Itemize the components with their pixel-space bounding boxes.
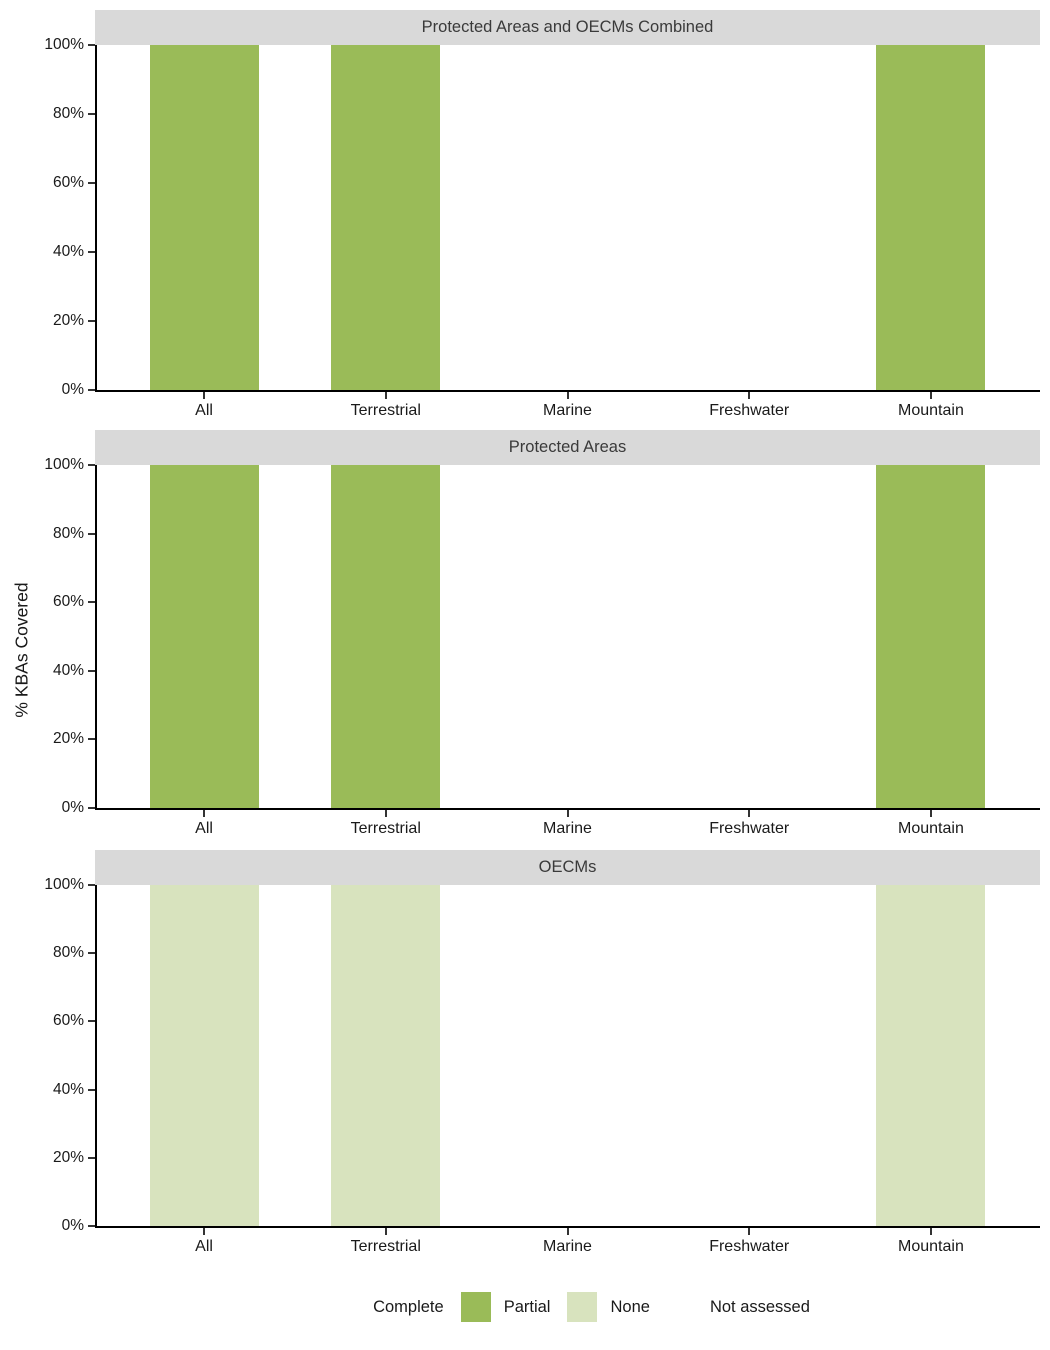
y-tick-mark	[88, 669, 95, 672]
legend-swatch	[567, 1292, 598, 1322]
y-tick-label: 20%	[52, 312, 84, 329]
y-tick-label: 80%	[52, 524, 84, 542]
y-tick-mark	[88, 389, 95, 391]
x-tick-mark	[384, 1228, 387, 1235]
legend-item: None	[567, 1292, 650, 1322]
x-tick-mark	[748, 810, 751, 817]
x-tick-label: Freshwater	[709, 1238, 790, 1255]
bar-mountain	[876, 885, 986, 1226]
legend-item: Complete	[330, 1292, 444, 1322]
bar-mountain	[876, 465, 986, 808]
y-tick-mark	[88, 182, 95, 184]
x-tick-label: Terrestrial	[350, 820, 421, 837]
facet-strip: Protected Areas	[95, 430, 1040, 465]
bar-all	[149, 45, 259, 390]
y-tick-label: 20%	[52, 730, 84, 748]
bar-terrestrial	[331, 45, 441, 390]
x-tick-mark	[929, 392, 932, 399]
bar-all	[149, 885, 259, 1226]
y-tick-label: 20%	[52, 1148, 84, 1166]
y-tick-label: 100%	[44, 876, 84, 893]
legend: Complete Partial None Not assessed	[90, 1292, 1050, 1322]
x-tick-mark	[748, 1228, 751, 1235]
x-tick-mark	[384, 810, 387, 817]
facet-strip: OECMs	[95, 850, 1040, 885]
facet-strip-title: Protected Areas and OECMs Combined	[421, 18, 714, 37]
x-tick-label: All	[195, 1238, 213, 1255]
x-tick-mark	[566, 392, 569, 399]
x-tick-label: Marine	[543, 820, 592, 837]
legend-swatch	[667, 1292, 697, 1322]
y-tick-mark	[88, 738, 95, 741]
x-tick-mark	[748, 392, 751, 399]
x-tick-mark	[929, 810, 932, 817]
legend-swatch	[460, 1292, 491, 1322]
y-tick-label: 60%	[52, 593, 84, 611]
y-tick-label: 60%	[52, 1012, 84, 1030]
x-tick-label: Mountain	[898, 1238, 964, 1255]
y-tick-mark	[88, 464, 95, 466]
legend-label: None	[610, 1297, 650, 1316]
y-tick-mark	[88, 1020, 95, 1023]
y-tick-mark	[88, 884, 95, 886]
x-tick-mark	[203, 1228, 206, 1235]
x-tick-mark	[566, 810, 569, 817]
y-tick-label: 0%	[61, 381, 84, 398]
y-tick-mark	[88, 320, 95, 322]
facet-strip-title: OECMs	[538, 858, 597, 877]
plot-panel	[95, 45, 1040, 392]
x-tick-mark	[203, 392, 206, 399]
x-tick-label: Mountain	[898, 820, 964, 837]
legend-item: Partial	[460, 1292, 551, 1322]
x-tick-mark	[929, 1228, 932, 1235]
x-tick-label: Freshwater	[709, 402, 790, 419]
legend-label: Not assessed	[709, 1297, 810, 1316]
bar-all	[149, 465, 259, 808]
x-tick-label: Mountain	[898, 402, 964, 419]
y-tick-label: 40%	[52, 243, 84, 260]
y-tick-mark	[88, 807, 95, 809]
facet-strip-title: Protected Areas	[508, 438, 627, 457]
x-tick-label: Marine	[543, 402, 592, 419]
facet-strip: Protected Areas and OECMs Combined	[95, 10, 1040, 45]
bar-terrestrial	[331, 465, 441, 808]
y-tick-label: 40%	[52, 1080, 84, 1098]
x-tick-label: Marine	[543, 1238, 592, 1255]
y-tick-mark	[88, 952, 95, 955]
y-tick-label: 100%	[44, 36, 84, 53]
y-tick-mark	[88, 251, 95, 253]
y-tick-mark	[88, 44, 95, 46]
bar-terrestrial	[331, 885, 441, 1226]
y-tick-mark	[88, 1156, 95, 1159]
y-tick-label: 80%	[52, 105, 84, 122]
legend-label: Complete	[373, 1297, 444, 1316]
y-tick-mark	[88, 601, 95, 604]
legend-swatch	[330, 1292, 360, 1322]
x-tick-mark	[384, 392, 387, 399]
y-tick-mark	[88, 113, 95, 115]
x-tick-label: Freshwater	[709, 820, 790, 837]
legend-label: Partial	[503, 1297, 551, 1316]
y-tick-label: 0%	[61, 1217, 84, 1234]
x-tick-mark	[566, 1228, 569, 1235]
bar-mountain	[876, 45, 986, 390]
y-tick-label: 80%	[52, 944, 84, 962]
y-tick-label: 40%	[52, 661, 84, 679]
legend-item: Not assessed	[667, 1292, 810, 1322]
x-tick-mark	[203, 810, 206, 817]
plot-panel	[95, 885, 1040, 1228]
x-tick-label: Terrestrial	[350, 402, 421, 419]
y-tick-label: 100%	[44, 456, 84, 473]
x-tick-label: All	[195, 402, 213, 419]
plot-panel	[95, 465, 1040, 810]
y-tick-label: 0%	[61, 799, 84, 816]
y-tick-mark	[88, 532, 95, 535]
x-tick-label: All	[195, 820, 213, 837]
y-tick-mark	[88, 1088, 95, 1091]
y-tick-mark	[88, 1225, 95, 1227]
y-tick-label: 60%	[52, 174, 84, 191]
x-tick-label: Terrestrial	[350, 1238, 421, 1255]
